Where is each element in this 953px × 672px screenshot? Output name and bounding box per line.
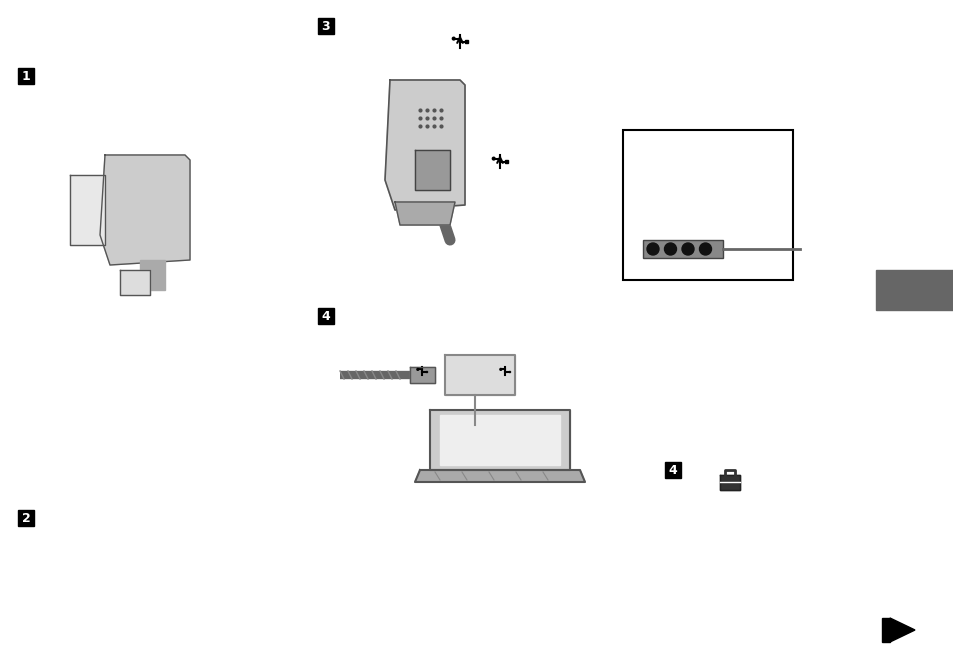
- Bar: [465, 40, 468, 43]
- Circle shape: [646, 243, 659, 255]
- Polygon shape: [889, 618, 914, 642]
- Polygon shape: [140, 260, 165, 290]
- Bar: [317, 18, 334, 34]
- Text: 3: 3: [321, 19, 330, 32]
- Circle shape: [492, 157, 495, 160]
- Polygon shape: [415, 470, 584, 482]
- Polygon shape: [430, 410, 569, 470]
- Polygon shape: [100, 155, 190, 265]
- Bar: [622, 130, 792, 280]
- Bar: [875, 270, 953, 310]
- Polygon shape: [720, 475, 740, 490]
- Circle shape: [664, 243, 676, 255]
- Polygon shape: [70, 175, 105, 245]
- Bar: [317, 308, 334, 324]
- Circle shape: [416, 368, 418, 370]
- Polygon shape: [415, 150, 450, 190]
- Bar: [508, 370, 510, 372]
- Text: 1: 1: [22, 69, 30, 83]
- Polygon shape: [444, 355, 515, 395]
- Bar: [18, 510, 34, 526]
- Polygon shape: [395, 202, 455, 225]
- Bar: [18, 68, 34, 84]
- Polygon shape: [882, 618, 889, 642]
- Polygon shape: [439, 415, 559, 465]
- Circle shape: [499, 368, 501, 370]
- Bar: [425, 370, 427, 372]
- Polygon shape: [385, 80, 464, 210]
- Text: 2: 2: [22, 511, 30, 525]
- Bar: [505, 161, 508, 163]
- Polygon shape: [120, 270, 150, 295]
- Text: 4: 4: [668, 464, 677, 476]
- Bar: [642, 240, 722, 258]
- Circle shape: [681, 243, 693, 255]
- Bar: [664, 462, 680, 478]
- Circle shape: [699, 243, 711, 255]
- Circle shape: [452, 37, 455, 40]
- Text: 4: 4: [321, 310, 330, 323]
- Polygon shape: [410, 367, 435, 383]
